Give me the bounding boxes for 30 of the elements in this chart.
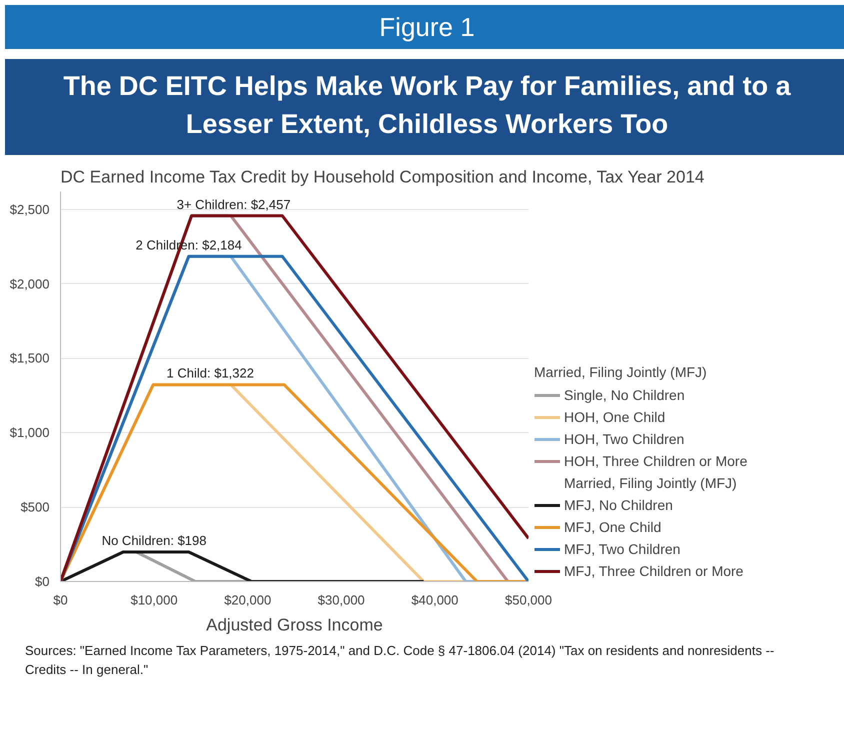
y-tick-label: $1,500 — [10, 350, 50, 366]
y-tick-label: $2,500 — [10, 202, 50, 217]
annotation: 3+ Children: $2,457 — [176, 196, 291, 212]
legend-label: MFJ, One Child — [564, 518, 662, 537]
legend-label: HOH, One Child — [564, 408, 666, 427]
legend-label: HOH, Three Children or More — [564, 452, 748, 471]
chart-title: The DC EITC Helps Make Work Pay for Families, and to a Lesser Extent, Childless Workers Too — [62, 70, 792, 141]
text: Married, Filing Jointly (MFJ) — [564, 474, 737, 493]
x-axis-title: Adjusted Gross Income — [206, 616, 383, 634]
annotation: No Children: $198 — [102, 533, 207, 548]
annotation: 1 Child: $1,322 — [166, 366, 254, 381]
y-tick-label: $500 — [20, 500, 50, 515]
source-note: Sources: "Earned Income Tax Parameters, 1975-2014," and D.C. Code § 47-1806.04 (2014) "Tax on residents and nonresidents -- Credits -- In general." — [25, 642, 776, 679]
y-tick-label: $2,000 — [10, 276, 50, 292]
x-tick-label: $0 — [53, 592, 68, 608]
legend-label: MFJ, No Children — [564, 496, 673, 515]
caption: Figure 1 — [379, 11, 475, 44]
x-tick-label: $20,000 — [224, 592, 272, 608]
legend-label: Single, No Children — [564, 386, 685, 405]
legend-label: MFJ, Three Children or More — [564, 562, 744, 581]
legend-label: HOH, Two Children — [564, 430, 684, 449]
y-tick-label: $0 — [35, 574, 50, 589]
legend-label: MFJ, Two Children — [564, 540, 680, 559]
y-tick-label: $1,000 — [10, 425, 50, 440]
x-tick-label: $40,000 — [411, 592, 458, 608]
legend-title: Married, Filing Jointly (MFJ) — [534, 364, 708, 380]
x-tick-label: $10,000 — [130, 592, 178, 608]
x-tick-label: $30,000 — [318, 592, 365, 608]
x-tick-label: $50,000 — [505, 592, 552, 608]
chart-subtitle: DC Earned Income Tax Credit by Household Composition and Income, Tax Year 2014 — [60, 168, 704, 186]
